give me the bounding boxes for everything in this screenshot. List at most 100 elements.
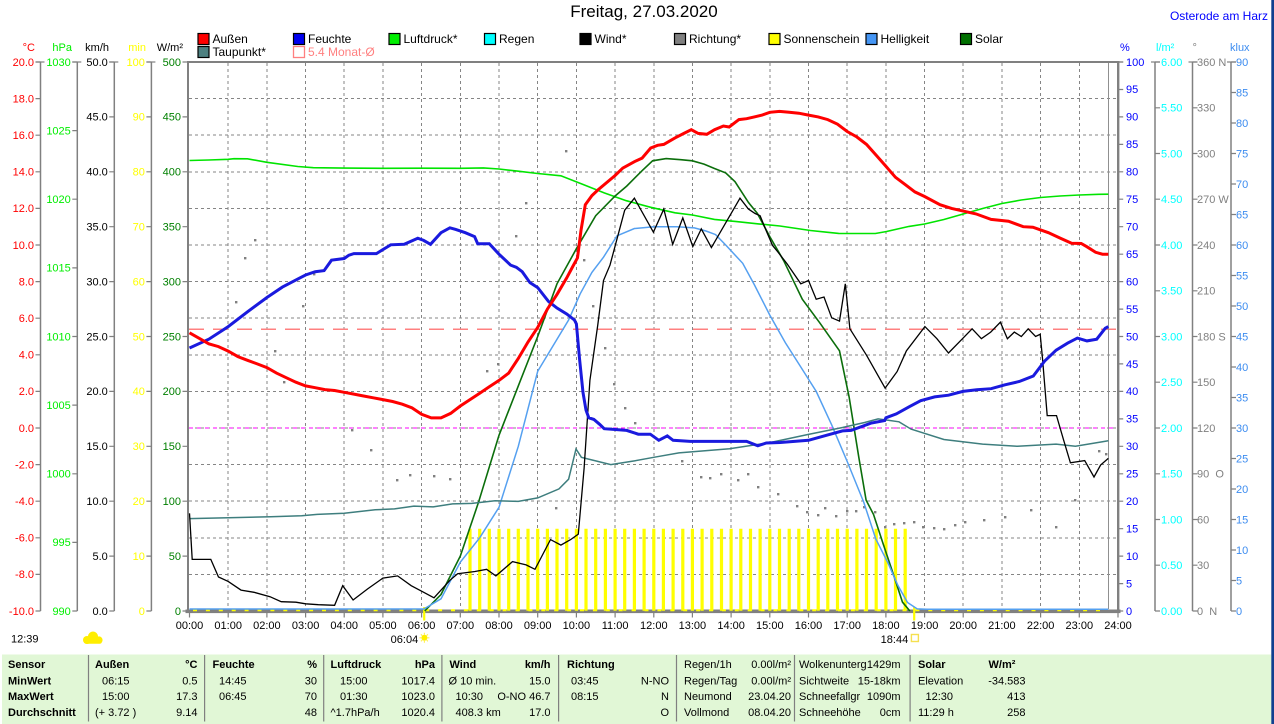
svg-text:Regen/Tag: Regen/Tag — [684, 675, 737, 687]
svg-text:50.0: 50.0 — [86, 57, 107, 69]
svg-text:25: 25 — [1126, 469, 1138, 481]
svg-text:50: 50 — [1236, 301, 1248, 313]
svg-text:10:30: 10:30 — [456, 691, 484, 703]
svg-text:90: 90 — [1236, 57, 1248, 69]
svg-text:2.50: 2.50 — [1161, 377, 1182, 389]
svg-text:70: 70 — [305, 691, 317, 703]
svg-text:4.00: 4.00 — [1161, 240, 1182, 252]
svg-text:O-NO 46.7: O-NO 46.7 — [497, 691, 550, 703]
svg-text:Helligkeit: Helligkeit — [881, 32, 930, 46]
svg-text:30.0: 30.0 — [86, 276, 107, 288]
svg-text:Solar: Solar — [918, 659, 946, 671]
svg-text:Sensor: Sensor — [8, 659, 46, 671]
svg-text:40: 40 — [1236, 362, 1248, 374]
svg-text:55: 55 — [1236, 270, 1248, 282]
svg-text:5.4 Monat-Ø: 5.4 Monat-Ø — [308, 45, 375, 59]
svg-text:20: 20 — [133, 496, 145, 508]
svg-text:11:29 h: 11:29 h — [918, 707, 954, 719]
svg-text:06:04: 06:04 — [391, 634, 419, 646]
svg-text:km/h: km/h — [85, 42, 109, 54]
svg-text:-8.0: -8.0 — [15, 569, 34, 581]
svg-text:5.0: 5.0 — [93, 551, 108, 563]
svg-text:50: 50 — [133, 331, 145, 343]
svg-text:Wind: Wind — [450, 659, 477, 671]
svg-text:0.00: 0.00 — [1161, 606, 1182, 618]
svg-text:0: 0 — [1126, 606, 1132, 618]
svg-text:Außen: Außen — [213, 32, 248, 46]
svg-text:0.00l/m²: 0.00l/m² — [751, 675, 791, 687]
svg-text:50: 50 — [1126, 331, 1138, 343]
svg-text:06:45: 06:45 — [219, 691, 247, 703]
svg-text:Wind*: Wind* — [595, 32, 627, 46]
svg-text:Schneehöhe: Schneehöhe — [799, 707, 861, 719]
svg-text:00:00: 00:00 — [176, 620, 204, 632]
svg-text:60: 60 — [1236, 240, 1248, 252]
svg-text:4.0: 4.0 — [19, 350, 34, 362]
svg-text:03:45: 03:45 — [571, 675, 599, 687]
svg-text:Neumond: Neumond — [684, 691, 732, 703]
svg-text:21:00: 21:00 — [988, 620, 1016, 632]
svg-text:-4.0: -4.0 — [15, 496, 34, 508]
svg-text:14:00: 14:00 — [717, 620, 745, 632]
svg-text:1005: 1005 — [46, 400, 70, 412]
svg-text:40.0: 40.0 — [86, 167, 107, 179]
svg-text:75: 75 — [1126, 194, 1138, 206]
svg-text:0cm: 0cm — [880, 707, 901, 719]
svg-text:1017.4: 1017.4 — [401, 675, 435, 687]
svg-text:17.3: 17.3 — [176, 691, 197, 703]
svg-text:4.50: 4.50 — [1161, 194, 1182, 206]
svg-text:30: 30 — [1236, 423, 1248, 435]
svg-text:35: 35 — [1126, 414, 1138, 426]
svg-text:300: 300 — [1197, 148, 1215, 160]
svg-text:70: 70 — [133, 222, 145, 234]
svg-text:3.00: 3.00 — [1161, 331, 1182, 343]
svg-text:3.50: 3.50 — [1161, 286, 1182, 298]
svg-text:09:00: 09:00 — [524, 620, 552, 632]
svg-text:-6.0: -6.0 — [15, 533, 34, 545]
svg-text:70: 70 — [1126, 222, 1138, 234]
svg-text:11:00: 11:00 — [602, 620, 629, 632]
svg-text:hPa: hPa — [415, 659, 436, 671]
svg-text:08:00: 08:00 — [485, 620, 513, 632]
svg-text:0: 0 — [175, 606, 181, 618]
svg-text:N: N — [661, 691, 669, 703]
svg-text:330: 330 — [1197, 103, 1215, 115]
svg-text:1010: 1010 — [46, 331, 70, 343]
svg-text:1015: 1015 — [46, 263, 70, 275]
svg-text:20.0: 20.0 — [13, 57, 34, 69]
svg-text:85: 85 — [1236, 87, 1248, 99]
svg-text:Freitag, 27.03.2020: Freitag, 27.03.2020 — [570, 2, 717, 21]
svg-text:(+ 3.72 ): (+ 3.72 ) — [95, 707, 136, 719]
svg-text:0.0: 0.0 — [93, 606, 108, 618]
svg-text:60: 60 — [1126, 276, 1138, 288]
svg-text:15:00: 15:00 — [340, 675, 368, 687]
svg-text:Schneefallgr: Schneefallgr — [799, 691, 860, 703]
svg-text:48: 48 — [305, 707, 317, 719]
svg-text:17.0: 17.0 — [529, 707, 550, 719]
svg-text:Richtung*: Richtung* — [689, 32, 741, 46]
svg-text:18:44: 18:44 — [881, 634, 909, 646]
svg-text:995: 995 — [52, 537, 70, 549]
svg-text:180 S: 180 S — [1197, 331, 1226, 343]
svg-text:W/m²: W/m² — [989, 659, 1016, 671]
svg-text:min: min — [128, 42, 146, 54]
svg-text:90: 90 — [133, 112, 145, 124]
svg-text:hPa: hPa — [52, 42, 72, 54]
svg-text:80: 80 — [1236, 118, 1248, 130]
svg-text:60: 60 — [133, 276, 145, 288]
svg-text:W/m²: W/m² — [157, 42, 184, 54]
svg-text:06:15: 06:15 — [102, 675, 130, 687]
svg-text:06:00: 06:00 — [408, 620, 436, 632]
svg-text:22:00: 22:00 — [1027, 620, 1055, 632]
svg-text:90: 90 — [1126, 112, 1138, 124]
svg-text:35: 35 — [1236, 392, 1248, 404]
svg-text:210: 210 — [1197, 286, 1215, 298]
svg-text:Luftdruck*: Luftdruck* — [404, 32, 458, 46]
svg-text:02:00: 02:00 — [253, 620, 281, 632]
svg-text:l/m²: l/m² — [1156, 42, 1175, 54]
svg-text:50: 50 — [169, 551, 181, 563]
svg-text:Solar: Solar — [975, 32, 1003, 46]
svg-text:Regen/1h: Regen/1h — [684, 659, 732, 671]
svg-text:1020: 1020 — [46, 194, 70, 206]
svg-text:1090m: 1090m — [867, 691, 901, 703]
